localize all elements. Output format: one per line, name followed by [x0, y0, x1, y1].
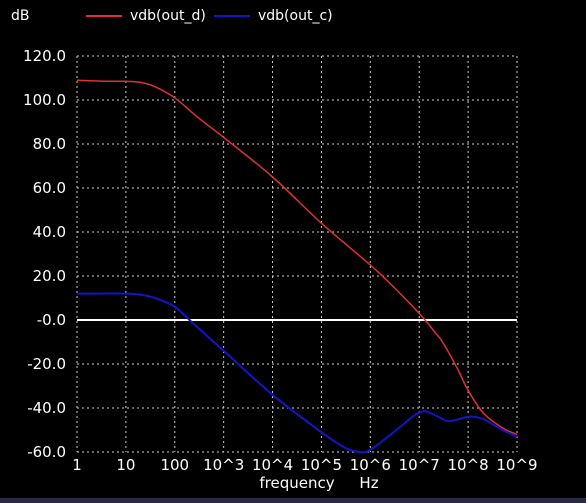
- y-tick-label: 120.0: [23, 47, 66, 65]
- y-tick-label: 20.0: [33, 267, 66, 285]
- x-tick-label: 10^9: [496, 456, 537, 474]
- series-line-out-d: [76, 79, 518, 436]
- x-tick-label: 10^6: [350, 456, 391, 474]
- legend-swatch-out-c: [214, 15, 250, 17]
- x-tick-label: 10^5: [301, 456, 342, 474]
- y-tick-label: 80.0: [33, 135, 66, 153]
- x-axis-unit: Hz: [359, 474, 378, 492]
- y-tick-label: 100.0: [23, 91, 66, 109]
- series-line-out-c: [76, 292, 518, 454]
- x-tick-label: 10^7: [399, 456, 440, 474]
- y-tick-labels: 120.0 100.0 80.0 60.0 40.0 20.0 -0.0 -20.0 -40.0…: [23, 47, 66, 461]
- x-tick-labels: 1 10 100 10^3 10^4 10^5 10^6 10^7 10^8 10^9: [72, 456, 537, 474]
- y-tick-label: -40.0: [27, 399, 66, 417]
- y-tick-label: -20.0: [27, 355, 66, 373]
- y-tick-label: 60.0: [33, 179, 66, 197]
- grid: [76, 55, 518, 453]
- series-lines: [76, 79, 518, 454]
- x-axis-label: frequency: [259, 474, 334, 492]
- x-tick-label: 10^8: [448, 456, 489, 474]
- y-tick-label: -0.0: [37, 311, 66, 329]
- y-tick-label: 40.0: [33, 223, 66, 241]
- legend-item-out-c: vdb(out_c): [214, 8, 333, 24]
- legend-item-out-d: vdb(out_d): [86, 8, 206, 24]
- legend-label-out-c: vdb(out_c): [258, 8, 333, 24]
- legend-swatch-out-d: [86, 15, 122, 17]
- y-tick-label: -60.0: [27, 443, 66, 461]
- x-tick-label: 100: [160, 456, 189, 474]
- x-tick-label: 10: [116, 456, 135, 474]
- y-axis-unit: dB: [11, 8, 30, 24]
- x-tick-label: 10^3: [203, 456, 244, 474]
- window-bottom-edge: [0, 498, 586, 503]
- x-tick-label: 10^4: [252, 456, 293, 474]
- legend-label-out-d: vdb(out_d): [130, 8, 206, 24]
- x-tick-label: 1: [72, 456, 82, 474]
